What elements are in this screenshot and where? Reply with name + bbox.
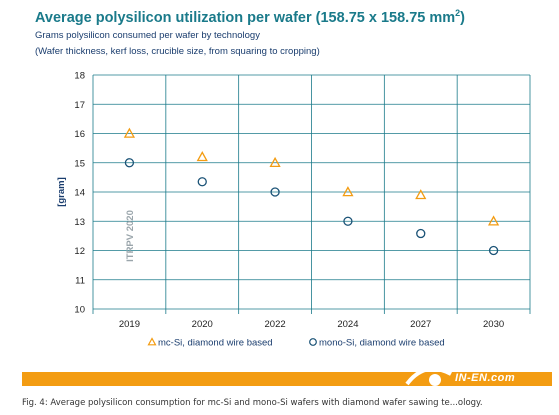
mc-si-point	[342, 186, 354, 197]
footer-band	[22, 372, 552, 386]
y-tick-label: 10	[74, 305, 85, 316]
y-tick-label: 17	[74, 100, 85, 111]
legend-triangle-marker	[147, 337, 157, 346]
mc-si-point	[415, 189, 427, 200]
x-tick-label: 2022	[265, 319, 286, 330]
logo-text: IN-EN.com	[455, 372, 516, 384]
chart-svg: 10 11 12 13 14 15 16 17 18 2019 2020 2022 2024 2027 20…	[56, 71, 531, 349]
mc-si-point	[269, 156, 281, 168]
y-tick-label: 13	[74, 217, 85, 228]
y-tick-label: 18	[74, 71, 85, 82]
x-tick-label: 2030	[483, 319, 504, 330]
axis-layer: 10 11 12 13 14 15 16 17 18 2019 2020 2022 2024 2027 20…	[56, 71, 531, 330]
chart-title: Average polysilicon utilization per wafe…	[35, 8, 465, 26]
mono-si-point	[488, 245, 499, 256]
y-tick-label: 14	[74, 188, 85, 199]
mono-si-point	[343, 216, 353, 226]
y-axis-label: [gram]	[56, 177, 67, 207]
legend-layer: mc-Si, diamond wire based mono-Si, diamon…	[147, 337, 445, 349]
mono-si-point	[416, 228, 426, 239]
mono-si-point	[270, 187, 280, 197]
y-tick-label: 12	[74, 246, 85, 257]
chart-title-text: Average polysilicon utilization per wafe…	[35, 9, 456, 26]
chart-note: (Wafer thickness, kerf loss, crucible si…	[35, 46, 320, 57]
x-tick-label: 2024	[337, 319, 358, 330]
marks-layer	[123, 127, 500, 256]
y-tick-label: 16	[74, 129, 85, 140]
x-tick-label: 2020	[192, 319, 213, 330]
legend-circle-marker	[309, 338, 317, 346]
mc-si-point	[487, 215, 500, 226]
figure-caption: Fig. 4: Average polysilicon consumption …	[22, 398, 483, 408]
watermark-text: ITRPV 2020	[125, 210, 136, 262]
y-tick-label: 15	[74, 158, 85, 169]
x-tick-label: 2027	[410, 319, 431, 330]
mono-si-point	[124, 158, 135, 168]
mc-si-point	[123, 127, 136, 138]
y-tick-label: 11	[75, 275, 85, 286]
logo-swoosh-icon	[405, 366, 452, 386]
chart-title-close: )	[460, 9, 465, 26]
mc-si-point	[196, 151, 208, 162]
x-tick-label: 2019	[119, 319, 140, 330]
mono-si-point	[197, 177, 207, 187]
legend-label: mc-Si, diamond wire based	[158, 338, 273, 349]
chart-subtitle: Grams polysilicon consumed per wafer by …	[35, 30, 260, 41]
grid-layer	[92, 74, 531, 310]
legend-label: mono-Si, diamond wire based	[319, 338, 445, 349]
chart-title-superscript: 2	[455, 8, 461, 18]
